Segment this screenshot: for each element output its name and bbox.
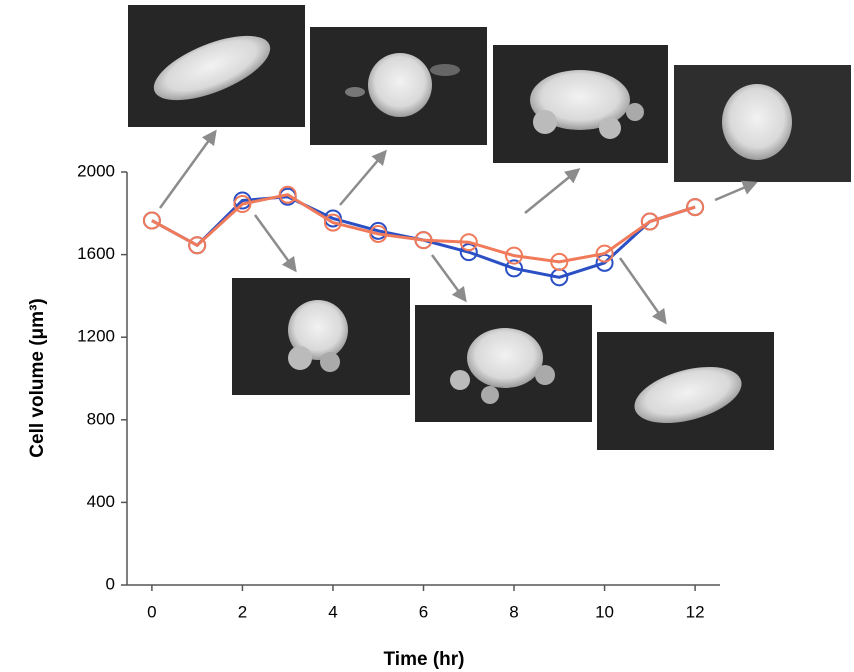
y-tick-label: 2000	[77, 161, 115, 180]
data-point	[459, 233, 478, 252]
y-tick-label: 0	[106, 574, 115, 593]
data-point	[686, 198, 705, 217]
x-tick-label: 10	[595, 602, 614, 621]
data-point	[323, 213, 342, 232]
x-tick-label: 8	[509, 602, 518, 621]
x-tick-label: 4	[328, 602, 337, 621]
x-axis-title: Time (hr)	[384, 649, 465, 670]
data-point	[278, 185, 297, 204]
data-point	[459, 243, 478, 262]
data-point	[233, 195, 252, 214]
x-tick-label: 0	[147, 602, 156, 621]
arrows	[158, 129, 758, 325]
data-point	[505, 246, 524, 265]
x-tick-label: 2	[238, 602, 247, 621]
x-tick-label: 6	[419, 602, 428, 621]
y-axis-title: Cell volume (μm³)	[27, 298, 48, 457]
y-tick-label: 800	[87, 409, 115, 428]
data-point	[414, 231, 433, 250]
data-point	[369, 224, 388, 243]
micrographs	[128, 5, 851, 450]
y-tick-label: 1600	[77, 244, 115, 263]
data-point	[505, 259, 524, 278]
data-point	[640, 212, 659, 231]
x-tick-label: 12	[686, 602, 705, 621]
y-tick-label: 1200	[77, 327, 115, 346]
series-line	[151, 195, 696, 279]
data-point	[595, 244, 614, 263]
y-tick-label: 400	[87, 492, 115, 511]
data-point	[142, 211, 161, 230]
data-point	[550, 252, 569, 271]
series-line	[151, 193, 696, 264]
data-point	[188, 236, 207, 255]
